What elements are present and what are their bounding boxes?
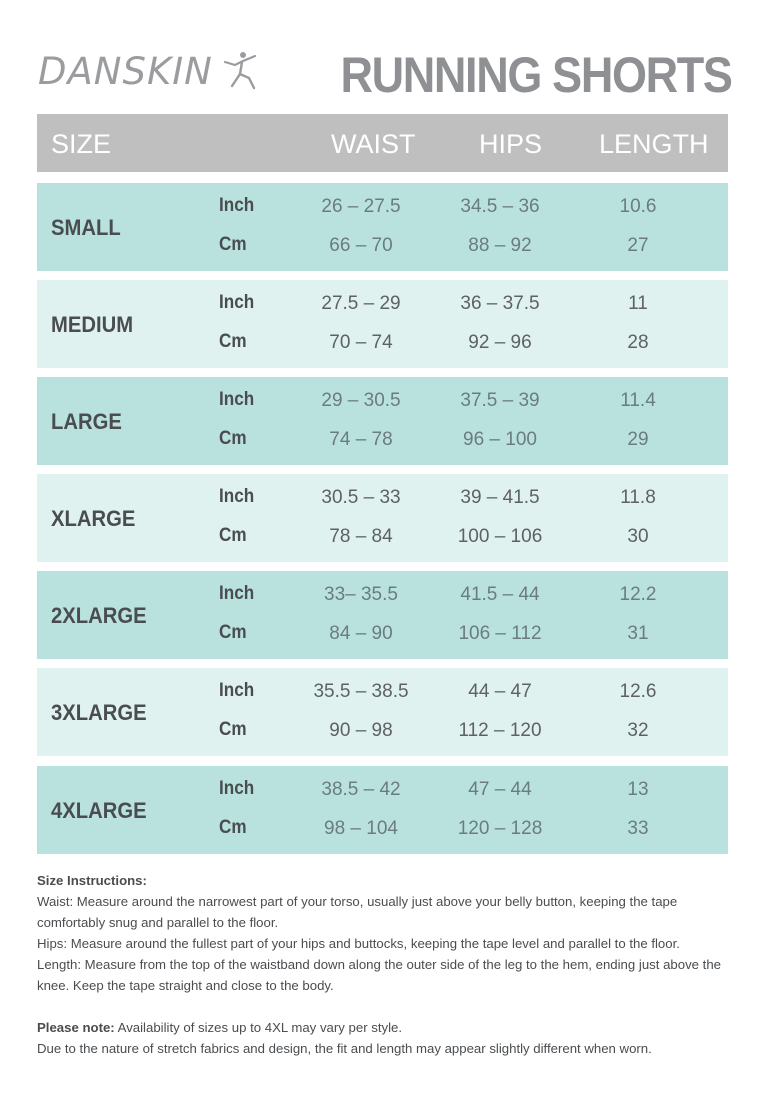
size-row-small: SMALL Inch Cm 26 – 27.5 66 – 70 34.5 – 3… bbox=[37, 183, 728, 271]
unit-cm: Cm bbox=[219, 817, 247, 838]
note-text: Availability of sizes up to 4XL may vary… bbox=[114, 1020, 403, 1035]
length-inch: 12.2 bbox=[619, 584, 657, 605]
brand-name: DANSKIN bbox=[38, 50, 213, 93]
size-label: SMALL bbox=[51, 215, 121, 240]
hips-cm: 96 – 100 bbox=[463, 429, 537, 450]
unit-cm: Cm bbox=[219, 622, 247, 643]
length-cm: 28 bbox=[627, 332, 649, 353]
length-cm: 30 bbox=[627, 526, 649, 547]
hips-inch: 37.5 – 39 bbox=[460, 390, 540, 411]
please-note: Please note: Availability of sizes up to… bbox=[37, 1017, 737, 1038]
length-inch: 11.4 bbox=[620, 390, 656, 411]
instructions-hips: Hips: Measure around the fullest part of… bbox=[37, 936, 680, 951]
length-inch: 11.8 bbox=[620, 487, 656, 508]
hips-cm: 100 – 106 bbox=[457, 526, 543, 547]
size-label: 3XLARGE bbox=[51, 700, 147, 725]
dancer-logo-icon bbox=[223, 51, 256, 89]
size-label: MEDIUM bbox=[51, 312, 134, 337]
header-hips: HIPS bbox=[479, 129, 543, 159]
waist-cm: 98 – 104 bbox=[324, 818, 398, 839]
unit-cm: Cm bbox=[219, 525, 247, 546]
waist-cm: 78 – 84 bbox=[329, 526, 393, 547]
hips-cm: 106 – 112 bbox=[458, 623, 542, 644]
length-inch: 10.6 bbox=[619, 196, 657, 217]
waist-cm: 84 – 90 bbox=[329, 623, 393, 644]
length-inch: 11 bbox=[628, 293, 648, 314]
note-fit: Due to the nature of stretch fabrics and… bbox=[37, 1041, 652, 1056]
unit-inch: Inch bbox=[219, 778, 255, 799]
length-cm: 27 bbox=[627, 235, 649, 256]
size-row-xlarge: XLARGE Inch Cm 30.5 – 33 78 – 84 39 – 41… bbox=[37, 474, 728, 562]
hips-inch: 34.5 – 36 bbox=[460, 196, 540, 217]
size-row-3xlarge: 3XLARGE Inch Cm 35.5 – 38.5 90 – 98 44 –… bbox=[37, 668, 728, 756]
unit-inch: Inch bbox=[219, 292, 255, 313]
waist-inch: 27.5 – 29 bbox=[321, 293, 401, 314]
size-label: LARGE bbox=[51, 409, 122, 434]
hips-inch: 41.5 – 44 bbox=[460, 584, 540, 605]
waist-cm: 90 – 98 bbox=[329, 720, 393, 741]
hips-inch: 44 – 47 bbox=[468, 681, 532, 702]
waist-inch: 26 – 27.5 bbox=[321, 196, 401, 217]
waist-inch: 29 – 30.5 bbox=[321, 390, 401, 411]
hips-inch: 36 – 37.5 bbox=[460, 293, 540, 314]
instructions-length: Length: Measure from the top of the wais… bbox=[37, 957, 722, 993]
length-cm: 33 bbox=[627, 818, 649, 839]
waist-cm: 70 – 74 bbox=[329, 332, 393, 353]
unit-cm: Cm bbox=[219, 234, 247, 255]
length-cm: 31 bbox=[627, 623, 649, 644]
waist-inch: 33– 35.5 bbox=[324, 584, 398, 605]
unit-inch: Inch bbox=[219, 680, 255, 701]
waist-inch: 30.5 – 33 bbox=[321, 487, 401, 508]
hips-cm: 120 – 128 bbox=[457, 818, 543, 839]
header-waist: WAIST bbox=[331, 129, 416, 159]
unit-cm: Cm bbox=[219, 719, 247, 740]
size-row-2xlarge: 2XLARGE Inch Cm 33– 35.5 84 – 90 41.5 – … bbox=[37, 571, 728, 659]
length-inch: 13 bbox=[627, 779, 649, 800]
waist-cm: 74 – 78 bbox=[329, 429, 393, 450]
length-cm: 29 bbox=[627, 429, 649, 450]
size-label: 2XLARGE bbox=[51, 603, 147, 628]
size-row-medium: MEDIUM Inch Cm 27.5 – 29 70 – 74 36 – 37… bbox=[37, 280, 728, 368]
size-label: XLARGE bbox=[51, 506, 136, 531]
size-row-4xlarge: 4XLARGE Inch Cm 38.5 – 42 98 – 104 47 – … bbox=[37, 766, 728, 854]
note-label: Please note: bbox=[37, 1020, 115, 1035]
waist-inch: 35.5 – 38.5 bbox=[313, 681, 409, 702]
hips-inch: 47 – 44 bbox=[468, 779, 532, 800]
size-row-large: LARGE Inch Cm 29 – 30.5 74 – 78 37.5 – 3… bbox=[37, 377, 728, 465]
header-length: LENGTH bbox=[599, 129, 709, 159]
unit-inch: Inch bbox=[219, 195, 255, 216]
hips-cm: 112 – 120 bbox=[458, 720, 542, 741]
size-instructions: Size Instructions: Waist: Measure around… bbox=[37, 870, 737, 1059]
hips-cm: 88 – 92 bbox=[468, 235, 532, 256]
length-cm: 32 bbox=[627, 720, 649, 741]
unit-inch: Inch bbox=[219, 486, 255, 507]
hips-cm: 92 – 96 bbox=[468, 332, 532, 353]
size-label: 4XLARGE bbox=[51, 798, 147, 823]
header-size: SIZE bbox=[51, 129, 112, 159]
page-title: RUNNING SHORTS bbox=[340, 47, 733, 103]
length-inch: 12.6 bbox=[619, 681, 657, 702]
brand: DANSKIN bbox=[38, 50, 257, 93]
instructions-title: Size Instructions: bbox=[37, 873, 147, 888]
unit-cm: Cm bbox=[219, 331, 247, 352]
unit-cm: Cm bbox=[219, 428, 247, 449]
table-header: SIZE WAIST HIPS LENGTH bbox=[37, 114, 728, 172]
waist-cm: 66 – 70 bbox=[329, 235, 393, 256]
waist-inch: 38.5 – 42 bbox=[321, 779, 401, 800]
unit-inch: Inch bbox=[219, 389, 255, 410]
instructions-waist: Waist: Measure around the narrowest part… bbox=[37, 894, 678, 930]
hips-inch: 39 – 41.5 bbox=[460, 487, 540, 508]
unit-inch: Inch bbox=[219, 583, 255, 604]
